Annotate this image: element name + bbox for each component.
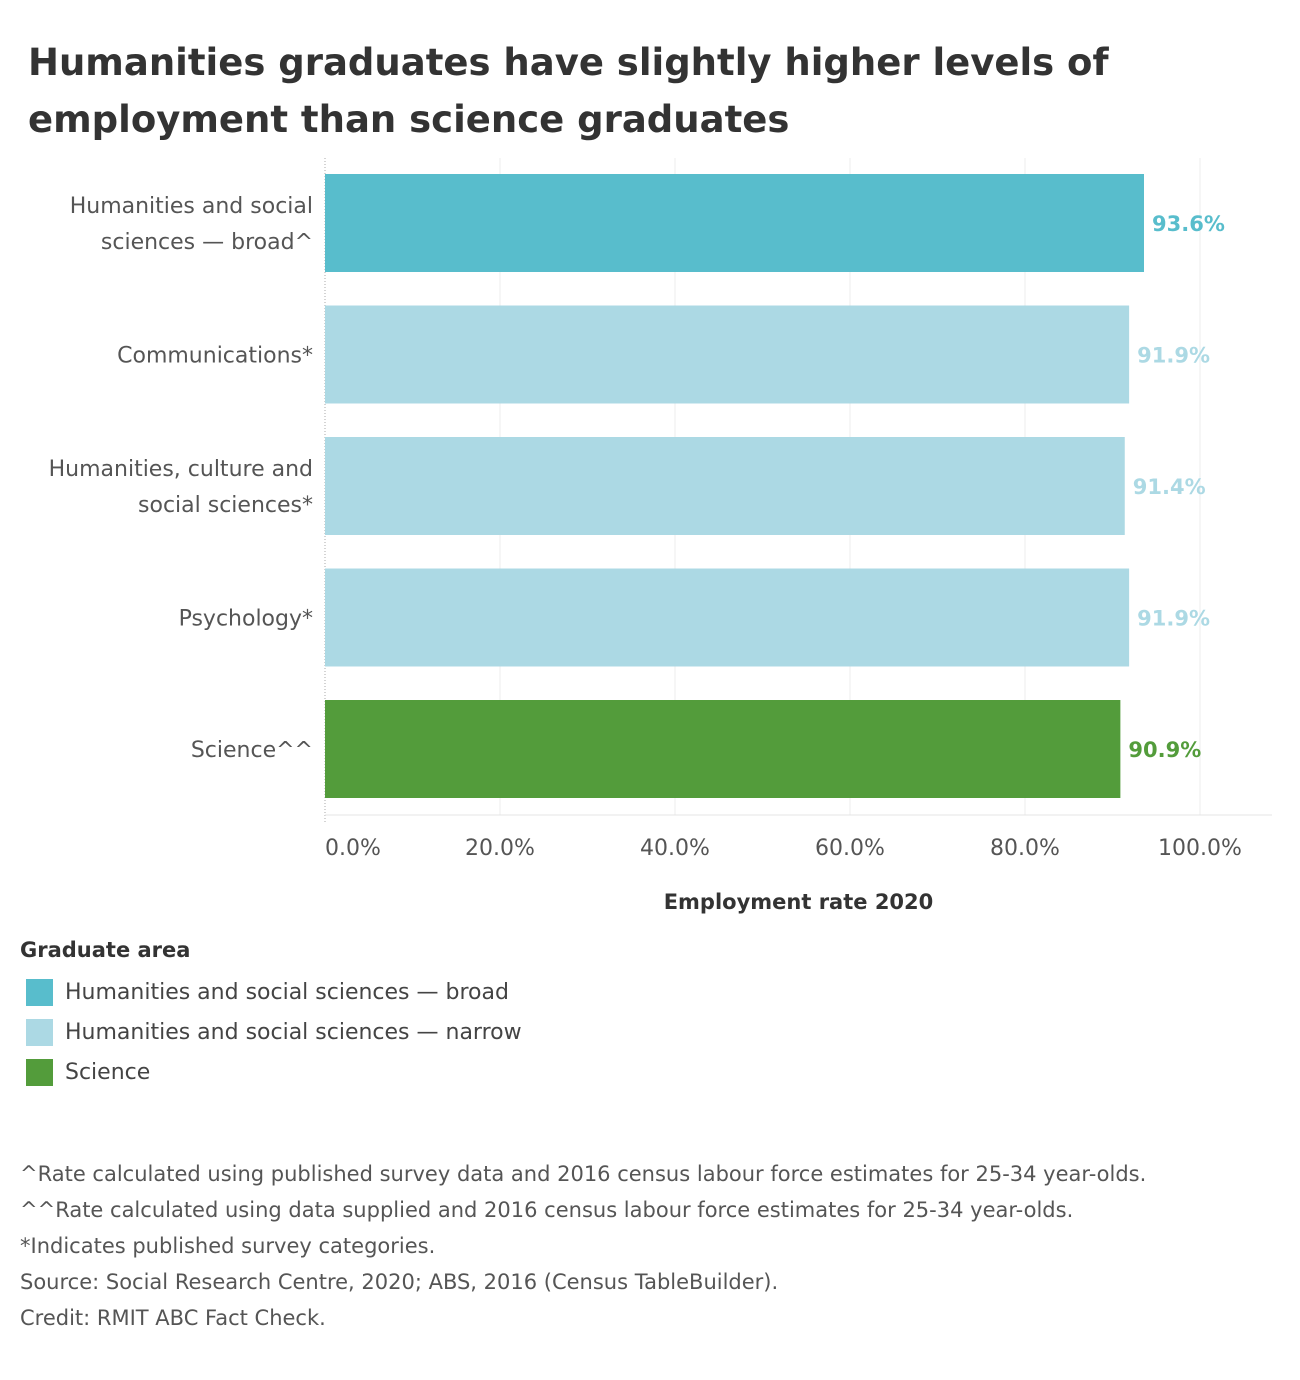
value-label: 90.9% [1128, 738, 1201, 762]
bar [325, 174, 1144, 272]
legend-item-science: Science [20, 1052, 522, 1092]
bars [325, 174, 1144, 798]
tick-label: 40.0% [640, 836, 710, 861]
legend-swatch-science [26, 1058, 53, 1086]
value-label: 91.4% [1133, 475, 1206, 499]
source-note: Source: Social Research Centre, 2020; AB… [20, 1270, 779, 1294]
footnote-asterisk: *Indicates published survey categories. [20, 1234, 436, 1258]
category-label: Humanities, culture and social sciences* [49, 457, 313, 518]
category-label: Science^^ [191, 738, 313, 763]
category-label: Psychology* [179, 607, 313, 632]
x-axis-title: Employment rate 2020 [664, 890, 934, 914]
tick-label: 0.0% [325, 836, 381, 861]
legend-title: Graduate area [20, 938, 191, 962]
legend-item-narrow: Humanities and social sciences — narrow [20, 1012, 522, 1052]
value-label: 91.9% [1137, 344, 1210, 368]
credit-note: Credit: RMIT ABC Fact Check. [20, 1306, 326, 1330]
footnotes: ^Rate calculated using published survey … [20, 1156, 1146, 1336]
value-labels: 93.6% 91.9% 91.4% 91.9% 90.9% [1128, 212, 1224, 762]
category-labels: Humanities and social sciences — broad^ Co… [49, 194, 313, 763]
legend-item-broad: Humanities and social sciences — broad [20, 972, 522, 1012]
tick-label: 80.0% [990, 836, 1060, 861]
tick-label: 100.0% [1158, 836, 1242, 861]
footnote-double-caret: ^^Rate calculated using data supplied an… [20, 1198, 1074, 1222]
legend-label-broad: Humanities and social sciences — broad [65, 979, 509, 1005]
tick-label: 20.0% [465, 836, 535, 861]
bar [325, 437, 1125, 535]
bar [325, 568, 1130, 667]
legend-swatch-broad [26, 978, 53, 1006]
x-axis-ticks: 0.0% 20.0% 40.0% 60.0% 80.0% 100.0% [325, 836, 1242, 861]
bar [325, 305, 1130, 404]
legend: Graduate area Humanities and social scie… [20, 938, 522, 1092]
value-label: 91.9% [1137, 607, 1210, 631]
category-label: Humanities and social sciences — broad^ [70, 194, 313, 255]
legend-label-science: Science [65, 1059, 151, 1085]
bar-chart: Humanities and social sciences — broad^ Co… [49, 158, 1272, 914]
legend-label-narrow: Humanities and social sciences — narrow [65, 1019, 522, 1045]
category-label: Communications* [117, 344, 313, 369]
chart-title: Humanities graduates have slightly highe… [28, 41, 1109, 141]
footnote-caret: ^Rate calculated using published survey … [20, 1162, 1147, 1186]
value-label: 93.6% [1152, 212, 1225, 236]
tick-label: 60.0% [815, 836, 885, 861]
bar [325, 700, 1121, 798]
legend-swatch-narrow [26, 1018, 53, 1046]
